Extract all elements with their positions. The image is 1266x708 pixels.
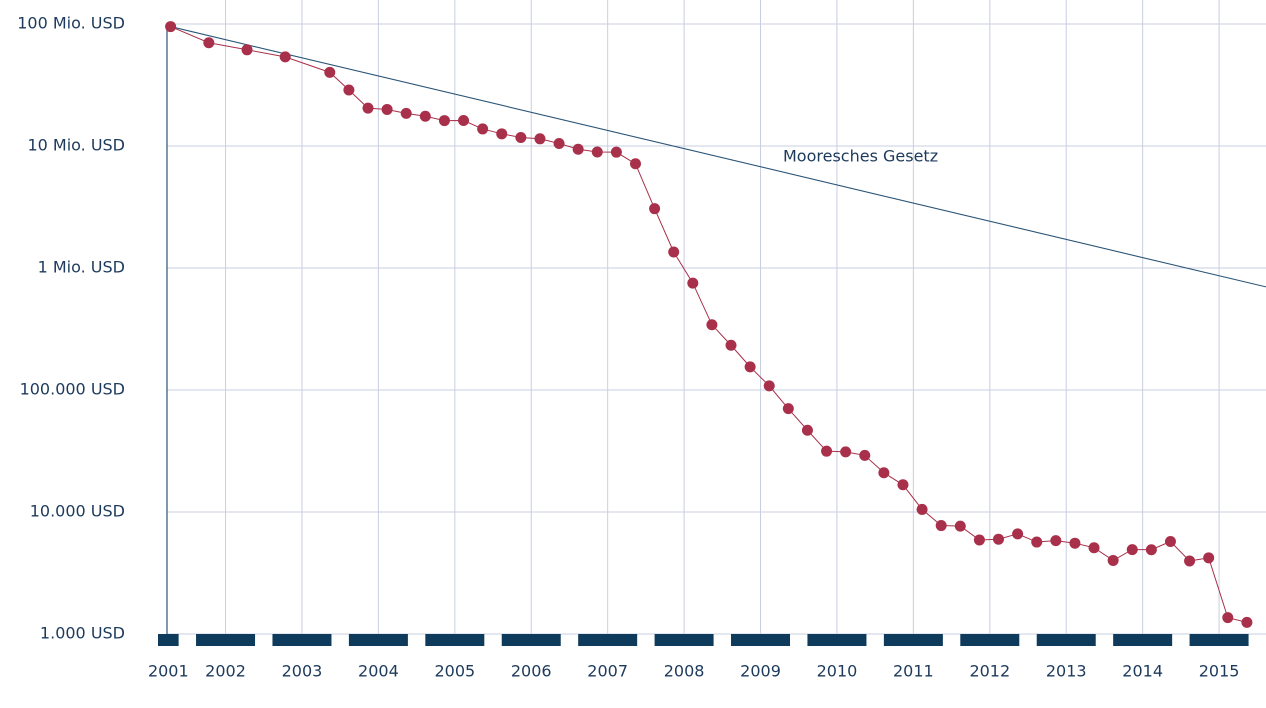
series-line <box>170 26 1266 288</box>
data-point <box>859 449 871 461</box>
data-point <box>591 146 603 158</box>
data-point <box>324 66 336 78</box>
x-tick-label: 2010 <box>817 662 858 681</box>
y-tick-label: 100.000 USD <box>20 380 125 399</box>
data-point <box>1164 535 1176 547</box>
year-band <box>807 634 867 646</box>
data-point <box>821 445 833 457</box>
data-point <box>878 467 890 479</box>
data-point <box>438 115 450 127</box>
x-tick-label: 2001 <box>148 662 189 681</box>
y-tick-label: 10.000 USD <box>30 502 125 521</box>
data-point <box>362 102 374 114</box>
data-point <box>419 110 431 122</box>
y-tick-label: 1 Mio. USD <box>38 258 125 277</box>
data-point <box>744 361 756 373</box>
data-point <box>1145 544 1157 556</box>
x-tick-label: 2008 <box>664 662 705 681</box>
data-point <box>572 143 584 155</box>
data-point <box>1241 616 1253 628</box>
year-band <box>501 634 561 646</box>
data-point <box>993 533 1005 545</box>
data-point <box>897 479 909 491</box>
data-point <box>801 424 813 436</box>
data-point <box>343 84 355 96</box>
data-point <box>400 107 412 119</box>
data-point <box>954 520 966 532</box>
data-point <box>1088 542 1100 554</box>
data-point <box>279 51 291 63</box>
data-point <box>1222 612 1234 624</box>
year-band <box>960 634 1020 646</box>
data-point <box>973 534 985 546</box>
x-tick-label: 2012 <box>969 662 1010 681</box>
data-point <box>1184 555 1196 567</box>
y-tick-label: 10 Mio. USD <box>27 136 125 155</box>
data-point <box>1069 537 1081 549</box>
data-point <box>706 319 718 331</box>
data-point <box>763 380 775 392</box>
year-band <box>425 634 485 646</box>
data-point <box>725 339 737 351</box>
year-band <box>196 634 256 646</box>
data-point <box>534 133 546 145</box>
data-point <box>916 503 928 515</box>
data-point <box>782 403 794 415</box>
data-point <box>477 123 489 135</box>
y-tick-label: 100 Mio. USD <box>17 14 125 33</box>
data-point <box>458 115 470 127</box>
x-tick-label: 2011 <box>893 662 934 681</box>
x-tick-label: 2015 <box>1199 662 1240 681</box>
x-tick-label: 2005 <box>434 662 475 681</box>
series-label: Mooresches Gesetz <box>783 147 938 166</box>
data-point <box>935 520 947 532</box>
x-tick-label: 2006 <box>511 662 552 681</box>
data-point <box>553 138 565 150</box>
data-point <box>1203 552 1215 564</box>
year-band <box>654 634 714 646</box>
x-tick-label: 2003 <box>282 662 323 681</box>
data-point <box>840 446 852 458</box>
data-point <box>203 37 215 49</box>
data-point <box>610 146 622 158</box>
year-band <box>158 634 179 646</box>
data-point <box>687 277 699 289</box>
data-point <box>1031 536 1043 548</box>
y-tick-label: 1.000 USD <box>40 624 125 643</box>
year-band <box>348 634 408 646</box>
data-point <box>381 103 393 115</box>
x-tick-label: 2004 <box>358 662 399 681</box>
year-band <box>1036 634 1096 646</box>
data-point <box>629 158 641 170</box>
data-point <box>241 44 253 56</box>
data-point <box>1012 528 1024 540</box>
x-tick-label: 2002 <box>205 662 246 681</box>
year-band <box>1189 634 1249 646</box>
data-point <box>668 246 680 258</box>
x-tick-label: 2009 <box>740 662 781 681</box>
data-point <box>165 21 177 33</box>
x-tick-label: 2007 <box>587 662 628 681</box>
data-point <box>649 203 661 215</box>
data-point <box>515 132 527 144</box>
data-point <box>1126 544 1138 556</box>
data-point <box>496 128 508 140</box>
data-point <box>1050 535 1062 547</box>
year-band <box>883 634 943 646</box>
x-tick-label: 2013 <box>1046 662 1087 681</box>
year-band <box>578 634 638 646</box>
year-band <box>731 634 791 646</box>
x-tick-label: 2014 <box>1122 662 1163 681</box>
year-band <box>272 634 332 646</box>
year-band <box>1113 634 1173 646</box>
data-point <box>1107 554 1119 566</box>
